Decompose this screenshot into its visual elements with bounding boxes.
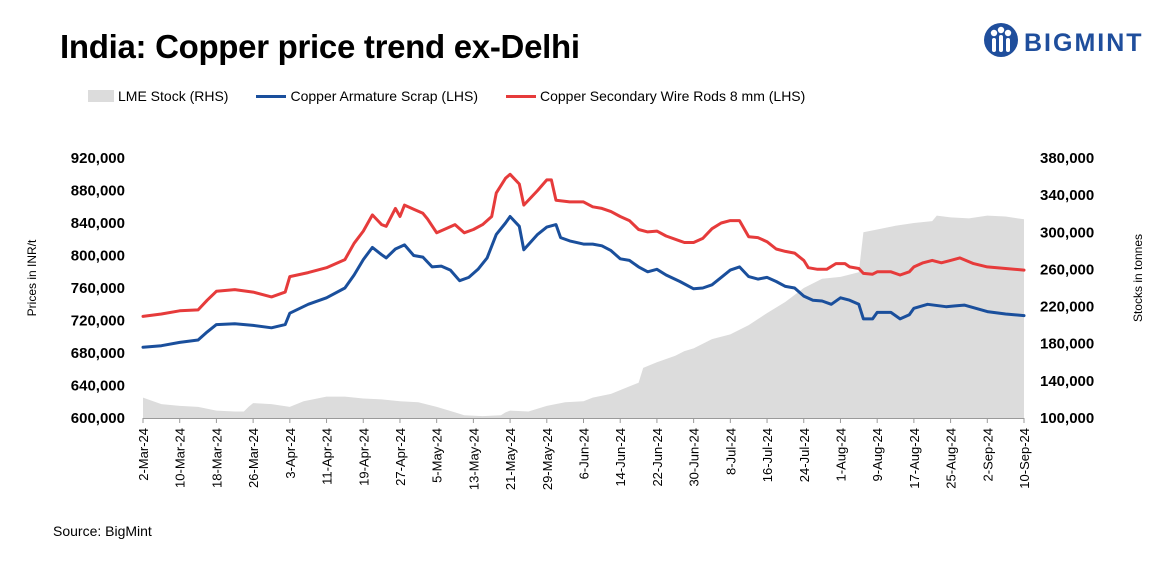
x-tick-label: 10-Sep-24	[1017, 428, 1032, 489]
copper-armature-scrap-line	[141, 215, 1026, 349]
legend-swatch-scrap	[256, 94, 287, 98]
brand-logo: BIGMINT	[984, 23, 1144, 57]
x-tick-label: 1-Aug-24	[833, 428, 848, 481]
x-tick-label: 13-May-24	[466, 428, 481, 490]
brand-name: BIGMINT	[1024, 29, 1144, 57]
y-left-axis-title: Prices in INR/t	[25, 239, 39, 316]
x-tick-label: 10-Mar-24	[173, 428, 188, 488]
x-tick-label: 29-May-24	[540, 428, 555, 490]
price-lines-layer	[141, 172, 1026, 349]
y-right-tick-label: 220,000	[1040, 299, 1094, 316]
legend-item-rods: Copper Secondary Wire Rods 8 mm (LHS)	[506, 88, 805, 104]
legend-label-rods: Copper Secondary Wire Rods 8 mm (LHS)	[540, 88, 806, 104]
x-tick-label: 2-Mar-24	[136, 428, 151, 481]
y-right-tick-label: 260,000	[1040, 261, 1094, 278]
y-left-tick-label: 880,000	[71, 183, 125, 200]
y-right-tick-label: 140,000	[1040, 373, 1094, 390]
x-tick-label: 8-Jul-24	[723, 428, 738, 475]
x-tick-label: 22-Jun-24	[650, 428, 665, 487]
x-tick-label: 3-Apr-24	[283, 428, 298, 479]
x-tick-label: 2-Sep-24	[980, 428, 995, 481]
x-tick-label: 21-May-24	[503, 428, 518, 490]
x-tick-label: 18-Mar-24	[209, 428, 224, 488]
x-tick-label: 27-Apr-24	[393, 428, 408, 486]
y-right-axis-title: Stocks in tonnes	[1131, 234, 1145, 322]
y-left-tick-label: 600,000	[71, 410, 125, 427]
y-right-tick-label: 340,000	[1040, 187, 1094, 204]
x-tick-label: 11-Apr-24	[320, 428, 335, 485]
x-tick-label: 9-Aug-24	[870, 428, 885, 481]
x-tick-label: 14-Jun-24	[613, 428, 628, 487]
legend: LME Stock (RHS) Copper Armature Scrap (L…	[88, 86, 833, 106]
x-tick-label: 30-Jun-24	[687, 428, 702, 487]
x-tick-label: 6-Jun-24	[577, 428, 592, 479]
legend-item-scrap: Copper Armature Scrap (LHS)	[256, 88, 478, 104]
x-tick-label: 26-Mar-24	[246, 428, 261, 488]
y-left-tick-label: 720,000	[71, 313, 125, 330]
y-right-tick-label: 380,000	[1040, 150, 1094, 167]
y-left-tick-label: 760,000	[71, 280, 125, 297]
x-tick-label: 25-Aug-24	[944, 428, 959, 489]
x-tick-label: 17-Aug-24	[907, 428, 922, 489]
y-left-tick-label: 840,000	[71, 215, 125, 232]
y-right-tick-label: 300,000	[1040, 224, 1094, 241]
legend-swatch-rods	[506, 94, 536, 98]
lme-stock-area-layer	[143, 215, 1024, 418]
lme-stock-area	[143, 215, 1024, 418]
y-left-tick-label: 680,000	[71, 345, 125, 362]
x-tick-label: 16-Jul-24	[760, 428, 775, 482]
bigmint-people-icon	[984, 23, 1018, 57]
y-left-tick-label: 920,000	[71, 150, 125, 167]
x-tick-label: 24-Jul-24	[797, 428, 812, 482]
x-tick-label: 19-Apr-24	[356, 428, 371, 486]
legend-label-lme: LME Stock (RHS)	[118, 88, 229, 104]
axis-layer	[142, 418, 1025, 423]
source-note: Source: BigMint	[53, 523, 152, 539]
y-left-tick-label: 800,000	[71, 248, 125, 265]
y-right-tick-label: 100,000	[1040, 410, 1094, 427]
copper-wire-rods-line	[141, 172, 1026, 318]
x-tick-label: 5-May-24	[430, 428, 445, 483]
legend-label-scrap: Copper Armature Scrap (LHS)	[290, 88, 478, 104]
tick-labels-layer: 2-Mar-24 10-Mar-24 18-Mar-24 26-Mar-24 3-Apr…	[25, 150, 1145, 490]
chart-title: India: Copper price trend ex-Delhi	[60, 28, 580, 65]
y-left-tick-label: 640,000	[71, 378, 125, 395]
legend-swatch-lme	[88, 90, 114, 102]
y-right-tick-label: 180,000	[1040, 336, 1094, 353]
legend-item-lme: LME Stock (RHS)	[88, 88, 228, 104]
